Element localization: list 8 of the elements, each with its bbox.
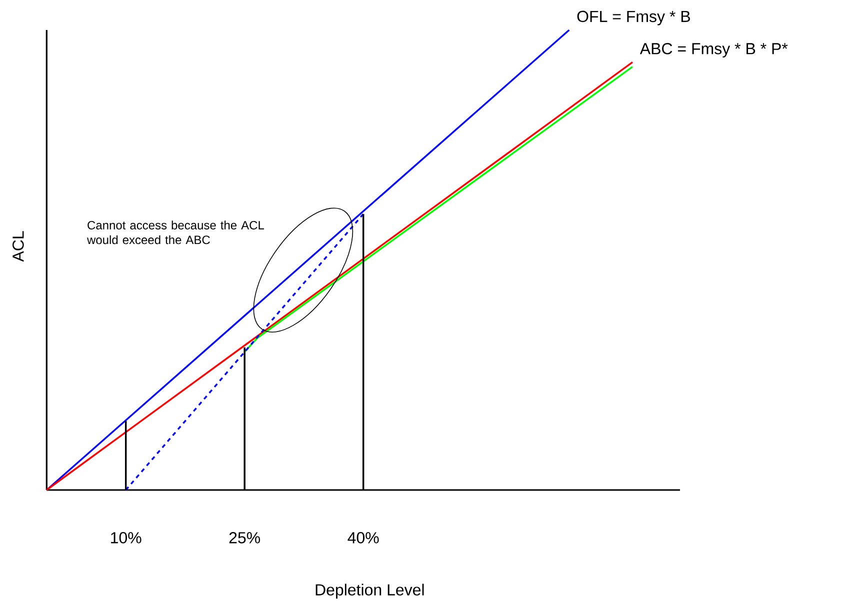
x-tick-label: 25% [229,532,260,544]
series-label: ABC = Fmsy * B * P* [640,42,788,58]
y-axis-title: ACL [12,231,24,262]
x-tick-label: 10% [111,532,142,544]
x-axis-title: Depletion Level [316,584,424,599]
annotation: Cannot access because the ACL would exceed the ABC [86,220,264,244]
x-tick-label: 40% [348,532,379,544]
series-label: OFL = Fmsy * B [577,10,690,26]
